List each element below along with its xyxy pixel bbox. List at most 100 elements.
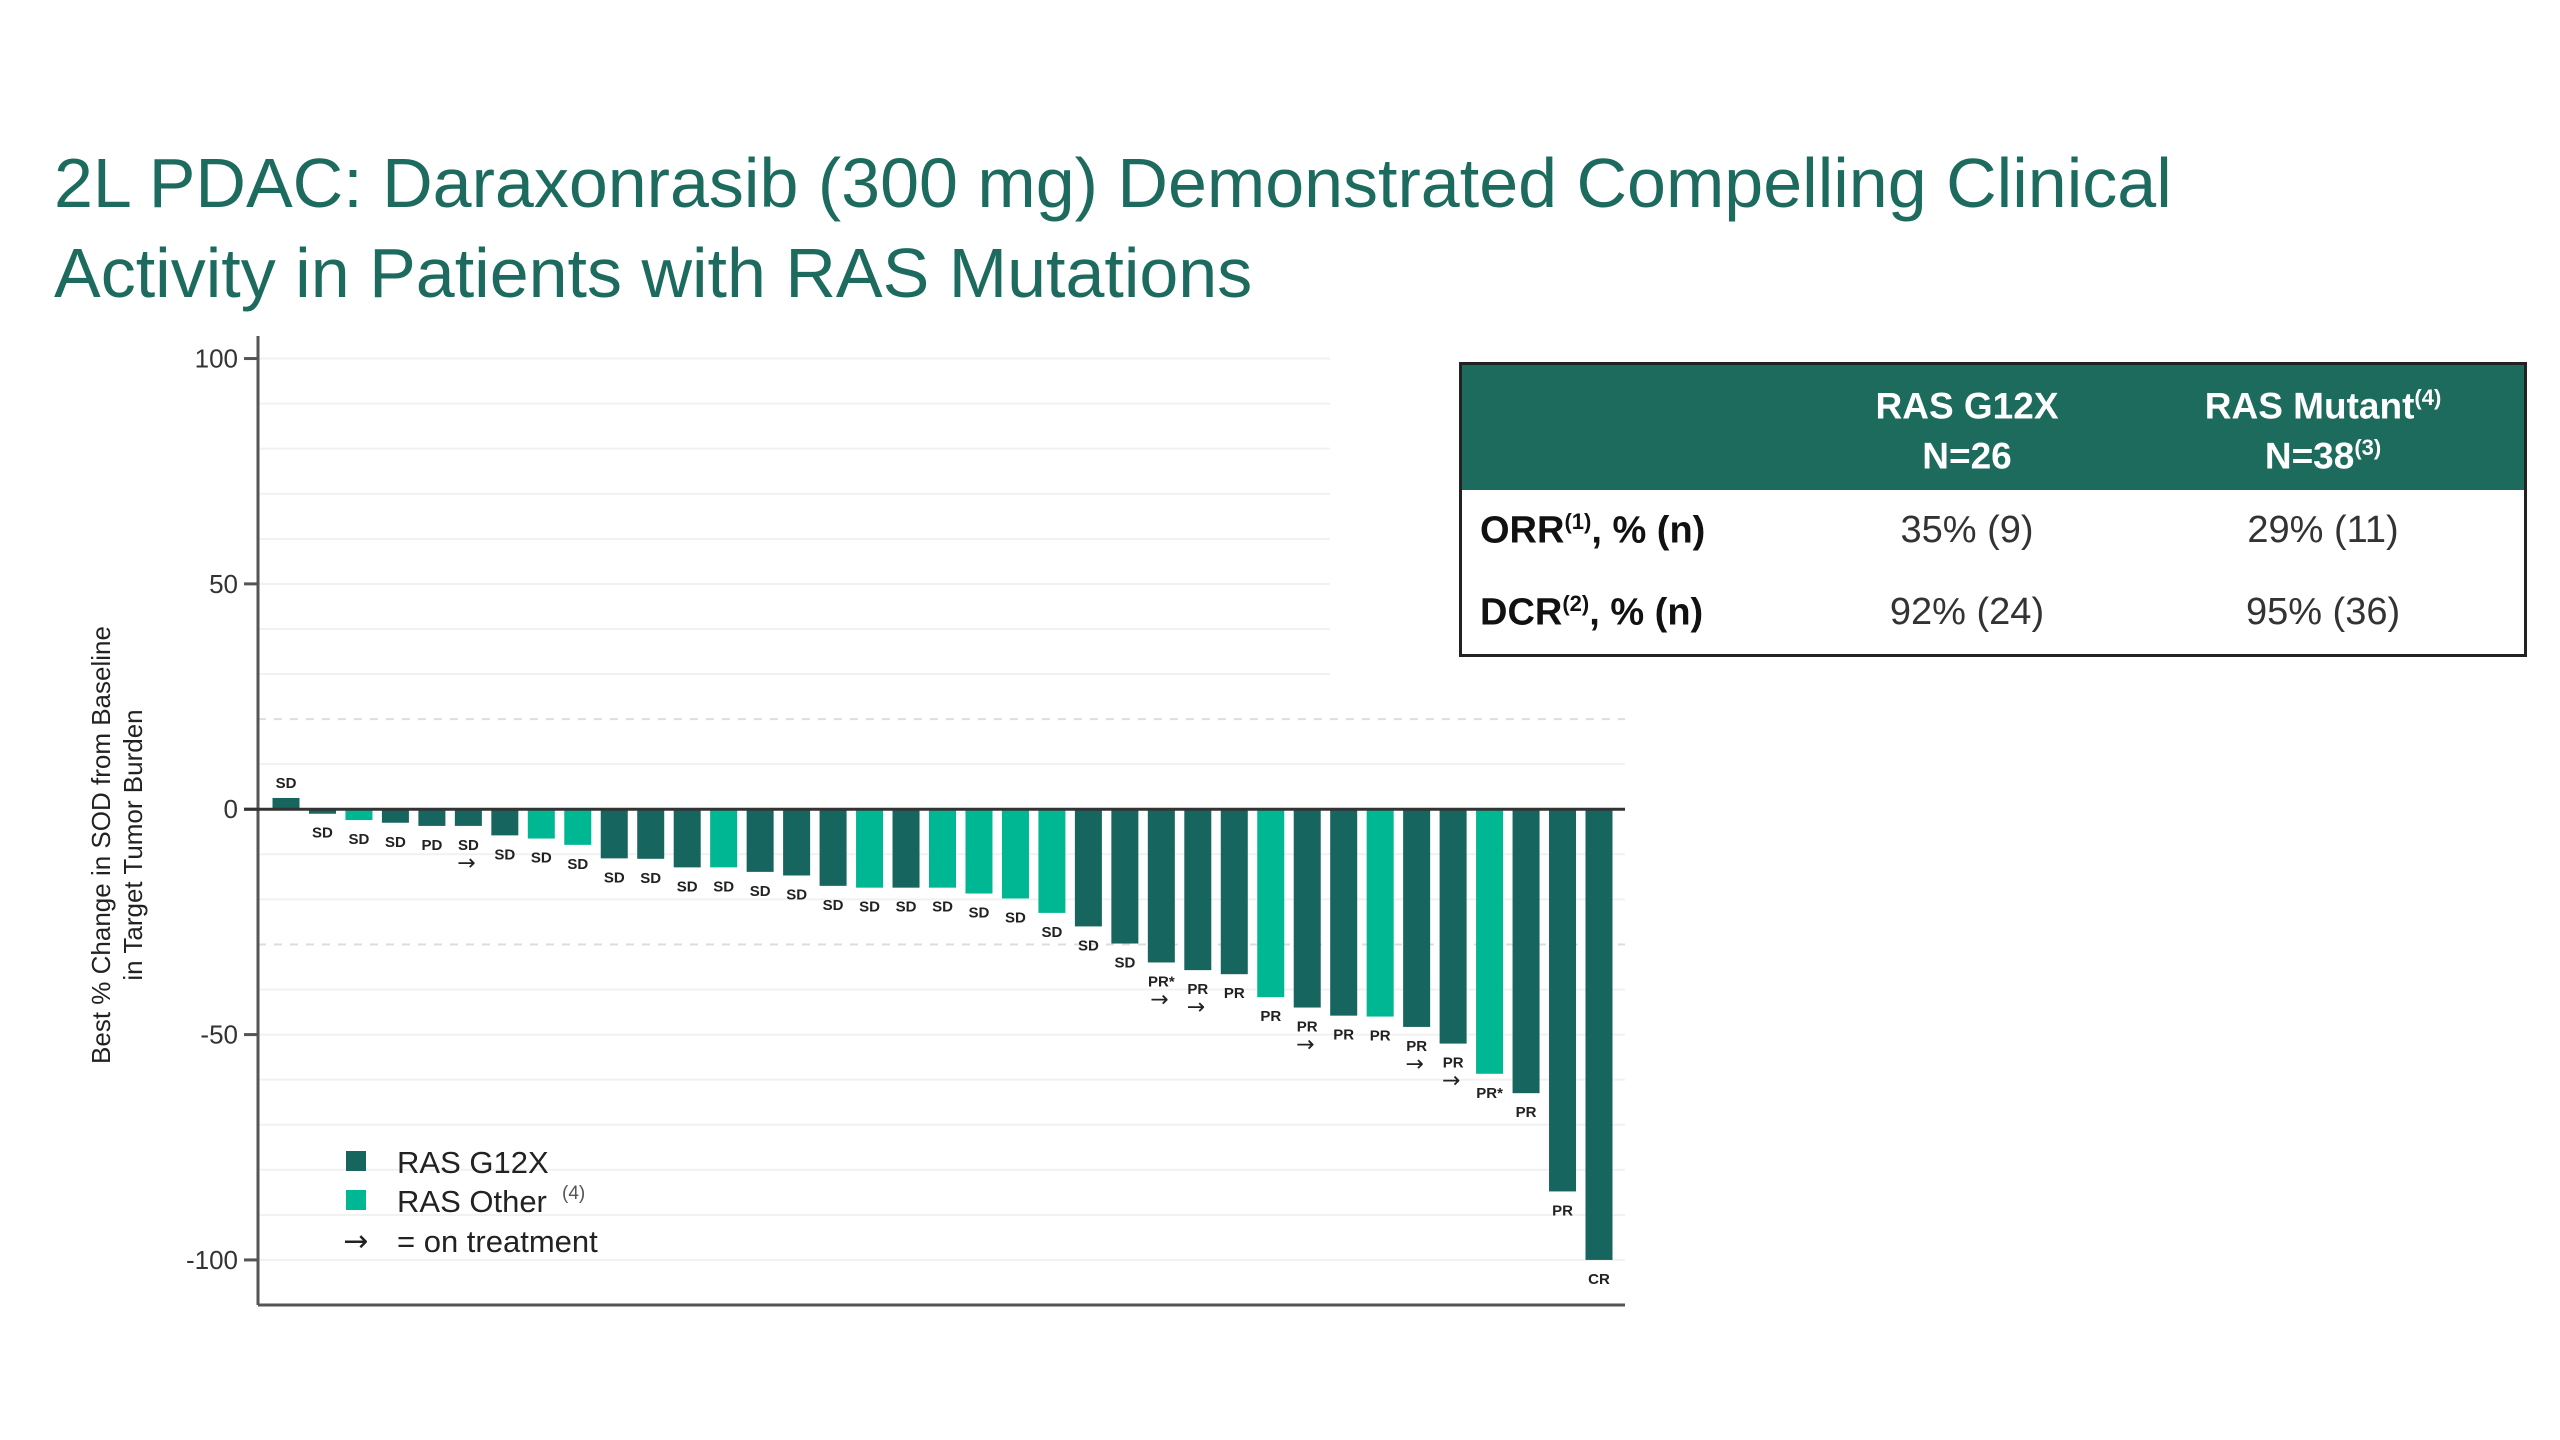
- bar-response-label: PR: [1406, 1038, 1427, 1055]
- bar-g12x: [454, 809, 482, 826]
- legend-arrow-icon: →: [343, 1224, 368, 1259]
- title-line-2: Activity in Patients with RAS Mutations: [54, 234, 1253, 312]
- bar-response-label: PR: [1552, 1202, 1573, 1219]
- bar-response-label: SD: [859, 899, 880, 916]
- bar-other: [564, 809, 592, 845]
- bar-other: [1001, 809, 1029, 899]
- bar-response-label: PR: [1297, 1019, 1318, 1036]
- bar-response-label: SD: [1041, 924, 1062, 941]
- bar-g12x: [783, 809, 811, 876]
- on-treatment-arrow-icon: →: [1442, 1069, 1460, 1094]
- bar-other: [710, 809, 738, 868]
- bar-other: [856, 809, 884, 888]
- cell-value: 35% (9): [1900, 509, 2034, 552]
- bar-response-label: SD: [969, 905, 990, 922]
- y-axis-label: Best % Change in SOD from Baselinein Tar…: [86, 626, 148, 1064]
- bar-response-label: SD: [349, 831, 370, 848]
- bar-g12x: [418, 809, 446, 826]
- bar-other: [345, 809, 373, 821]
- bar-response-label: SD: [604, 869, 625, 886]
- on-treatment-arrow-icon: →: [1187, 995, 1205, 1020]
- bar-g12x: [637, 809, 665, 859]
- bar-response-label: SD: [494, 846, 515, 863]
- bar-response-label: PR*: [1476, 1085, 1503, 1102]
- response-table: RAS G12X N=26 RAS Mutant(4) N=38(3) ORR(1)…: [1459, 362, 2527, 657]
- bar-g12x: [1330, 809, 1358, 1016]
- cell-value: 29% (11): [2247, 509, 2399, 552]
- bar-response-label: SD: [640, 870, 661, 887]
- bar-g12x: [308, 809, 336, 814]
- bar-g12x: [1184, 809, 1212, 971]
- bar-other: [929, 809, 956, 888]
- bar-other: [965, 809, 993, 894]
- legend-swatch-other: [346, 1190, 366, 1210]
- bar-g12x: [491, 809, 519, 836]
- y-tick-label: 50: [209, 569, 238, 599]
- bar-response-label: SD: [385, 834, 406, 851]
- bar-response-label: SD: [896, 899, 917, 916]
- legend-swatch-g12x: [346, 1151, 366, 1171]
- bar-response-label: SD: [458, 837, 479, 854]
- y-tick-label: 0: [224, 794, 238, 824]
- table-row-orr: ORR(1), % (n) 35% (9) 29% (11): [1461, 490, 2526, 572]
- y-tick-label: -100: [186, 1245, 238, 1275]
- bar-g12x: [1147, 809, 1175, 963]
- header-empty: [1460, 363, 1812, 490]
- bar-g12x: [600, 809, 628, 859]
- bar-other: [1366, 809, 1394, 1017]
- bar-response-label: PR: [1187, 981, 1208, 998]
- y-axis-label-line: in Target Tumor Burden: [118, 709, 148, 980]
- bar-response-label: PR: [1443, 1055, 1464, 1072]
- bar-response-label: SD: [312, 825, 333, 842]
- header-mutant: RAS Mutant(4) N=38(3): [2122, 363, 2526, 490]
- bar-g12x: [819, 809, 847, 886]
- bar-g12x: [1585, 809, 1613, 1260]
- bar-other: [1476, 809, 1504, 1074]
- bar-response-label: PR: [1260, 1008, 1281, 1025]
- bar-response-label: SD: [567, 856, 588, 873]
- on-treatment-arrow-icon: →: [1296, 1033, 1314, 1058]
- bar-response-label: SD: [713, 878, 734, 895]
- on-treatment-arrow-icon: →: [1405, 1052, 1423, 1077]
- bar-g12x: [892, 809, 920, 888]
- y-tick-label: -50: [200, 1020, 238, 1050]
- legend-label: = on treatment: [397, 1224, 598, 1259]
- bar-g12x: [1111, 809, 1139, 944]
- row-label: DCR(2), % (n): [1480, 590, 1704, 634]
- bar-g12x: [381, 809, 409, 823]
- legend-label-sup: (4): [562, 1183, 585, 1204]
- bar-g12x: [1074, 809, 1102, 927]
- cell-value: 95% (36): [2245, 591, 2401, 634]
- bar-response-label: SD: [932, 899, 953, 916]
- table-row-dcr: DCR(2), % (n) 92% (24) 95% (36): [1461, 572, 2526, 656]
- bar-other: [1257, 809, 1285, 998]
- bar-response-label: SD: [750, 883, 771, 900]
- bar-response-label: SD: [677, 878, 698, 895]
- bar-g12x: [1293, 809, 1321, 1008]
- bar-response-label: PR: [1370, 1028, 1391, 1045]
- bar-g12x: [1403, 809, 1431, 1027]
- bar-response-label: PR: [1516, 1104, 1537, 1121]
- bar-other: [527, 809, 555, 839]
- header-g12x: RAS G12X N=26: [1811, 363, 2123, 490]
- slide-title: 2L PDAC: Daraxonrasib (300 mg) Demonstra…: [54, 138, 2454, 318]
- title-line-1: 2L PDAC: Daraxonrasib (300 mg) Demonstra…: [54, 144, 2172, 222]
- y-tick-label: 100: [195, 344, 238, 374]
- bar-g12x: [673, 809, 701, 868]
- bar-g12x: [272, 797, 300, 810]
- bar-g12x: [1512, 809, 1540, 1094]
- bar-response-label: SD: [1078, 937, 1099, 954]
- bar-response-label: SD: [1114, 955, 1135, 972]
- legend-label: RAS Other: [397, 1184, 547, 1219]
- bar-response-label: SD: [786, 886, 807, 903]
- bar-response-label: SD: [1005, 909, 1026, 926]
- bar-g12x: [746, 809, 774, 872]
- bar-response-label: PR*: [1148, 973, 1175, 990]
- table-header-row: RAS G12X N=26 RAS Mutant(4) N=38(3): [1460, 363, 2526, 490]
- bar-response-label: SD: [531, 850, 552, 867]
- bar-response-label: SD: [276, 775, 297, 792]
- legend-label: RAS G12X: [397, 1145, 549, 1180]
- row-label: ORR(1), % (n): [1480, 508, 1706, 552]
- bar-response-label: CR: [1588, 1271, 1610, 1288]
